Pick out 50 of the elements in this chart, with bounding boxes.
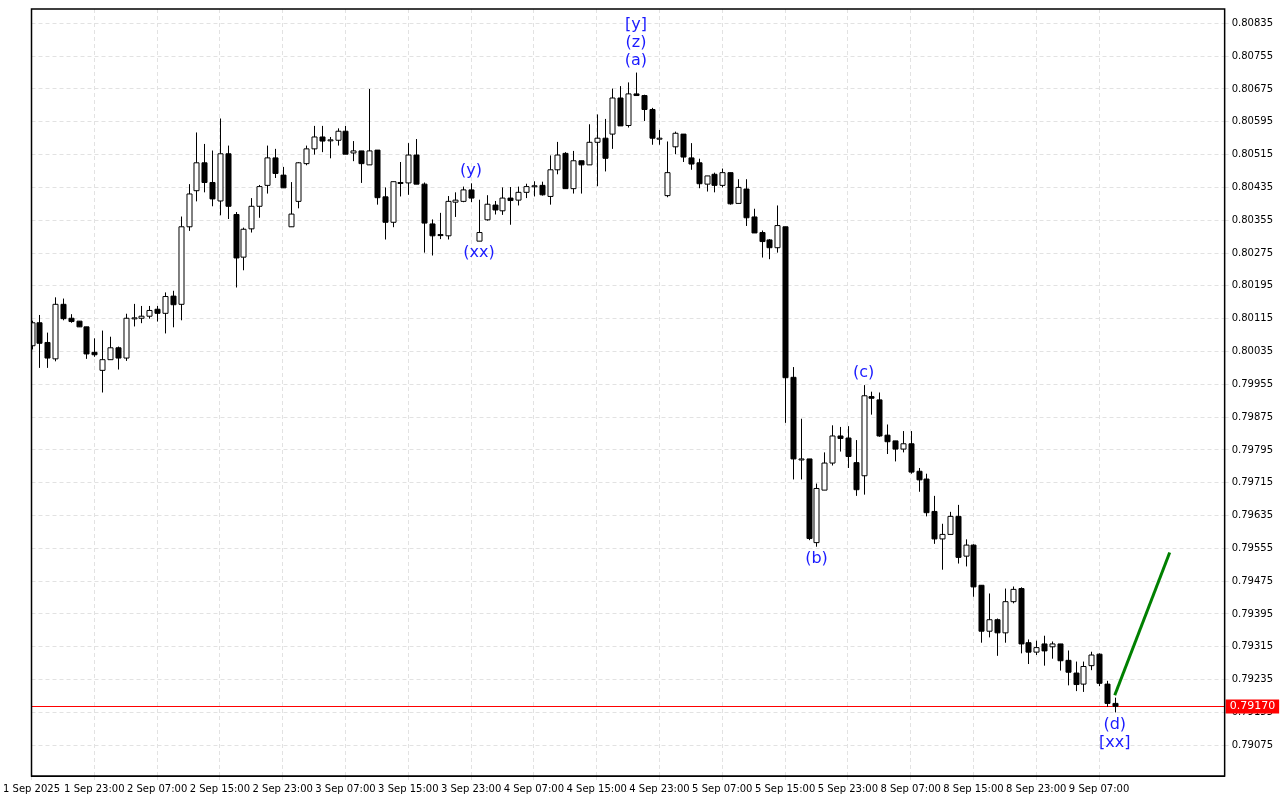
y-tick-label: 0.79795	[1231, 443, 1274, 455]
y-tick-label: 0.79075	[1231, 738, 1274, 750]
x-tick-label: 2 Sep 15:00	[189, 782, 251, 794]
y-tick-label: 0.80755	[1231, 49, 1274, 61]
y-tick-label: 0.79235	[1231, 673, 1274, 685]
x-tick-label: 4 Sep 07:00	[503, 782, 565, 794]
y-tick-label: 0.80195	[1231, 279, 1274, 291]
x-tick-label: 9 Sep 07:00	[1068, 782, 1130, 794]
y-tick-label: 0.79875	[1231, 410, 1274, 422]
y-tick-label: 0.79635	[1231, 509, 1274, 521]
y-tick-label: 0.80355	[1231, 213, 1274, 225]
x-tick-label: 5 Sep 15:00	[754, 782, 816, 794]
y-tick-label: 0.79715	[1231, 476, 1274, 488]
x-tick-label: 5 Sep 23:00	[817, 782, 879, 794]
annotation: (a)	[624, 49, 648, 69]
x-tick-label: 4 Sep 23:00	[629, 782, 690, 794]
y-tick-label: 0.79555	[1231, 541, 1274, 553]
annotation: (z)	[625, 31, 647, 51]
x-tick-label: 3 Sep 15:00	[378, 782, 439, 794]
x-tick-label: 8 Sep 23:00	[1006, 782, 1067, 794]
x-tick-label: 2 Sep 23:00	[252, 782, 313, 794]
ref-line-label: 0.79170	[1229, 699, 1276, 713]
x-tick-label: 4 Sep 15:00	[566, 782, 627, 794]
annotation: (b)	[805, 547, 828, 567]
y-tick-label: 0.80275	[1231, 246, 1274, 258]
y-tick-label: 0.80835	[1231, 16, 1274, 28]
y-tick-label: 0.80115	[1231, 312, 1274, 324]
x-tick-label: 1 Sep 23:00	[64, 782, 125, 794]
y-tick-label: 0.80435	[1231, 181, 1274, 193]
y-tick-label: 0.79315	[1231, 640, 1274, 652]
x-tick-label: 5 Sep 07:00	[692, 782, 753, 794]
y-tick-label: 0.80595	[1231, 115, 1274, 127]
y-tick-label: 0.80035	[1231, 345, 1274, 357]
annotation: [xx]	[1099, 731, 1131, 751]
y-tick-label: 0.80675	[1231, 82, 1274, 94]
x-tick-label: 1 Sep 2025	[2, 782, 61, 794]
y-tick-label: 0.79955	[1231, 377, 1274, 389]
annotation: (xx)	[463, 242, 495, 262]
y-tick-label: 0.79475	[1231, 574, 1274, 586]
x-tick-label: 8 Sep 15:00	[943, 782, 1004, 794]
annotation: (c)	[852, 362, 875, 382]
x-tick-label: 3 Sep 07:00	[315, 782, 376, 794]
annotation: (y)	[460, 160, 483, 180]
annotation: [y]	[624, 13, 647, 33]
y-tick-label: 0.80515	[1231, 148, 1274, 160]
annotation: (d)	[1103, 713, 1127, 733]
x-tick-label: 2 Sep 07:00	[126, 782, 188, 794]
x-tick-label: 8 Sep 07:00	[880, 782, 941, 794]
x-tick-label: 3 Sep 23:00	[440, 782, 502, 794]
y-tick-label: 0.79395	[1231, 607, 1274, 619]
